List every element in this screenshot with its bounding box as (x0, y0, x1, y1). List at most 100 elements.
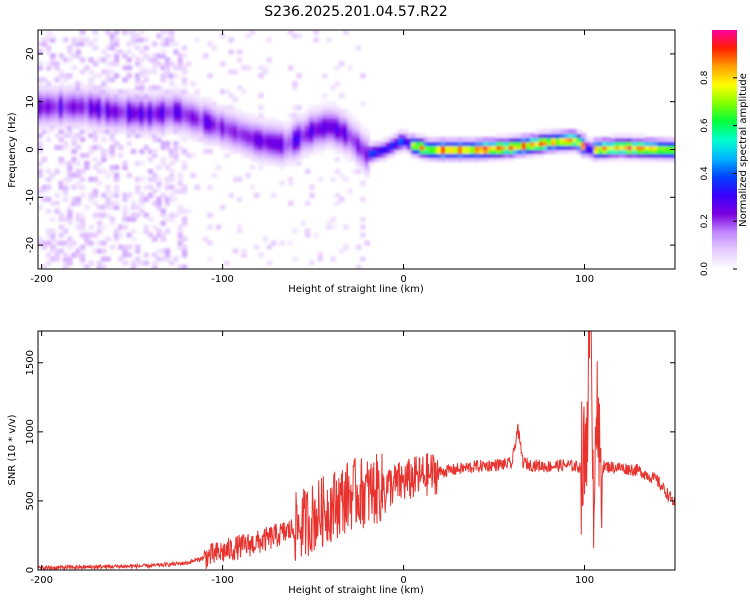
spectrogram-cell (258, 140, 264, 147)
spectrogram-cell (109, 113, 116, 119)
spectrogram-cell (96, 144, 103, 151)
spectrogram-cell (96, 220, 103, 226)
spectrogram-cell (45, 168, 52, 174)
spectrogram-cell (321, 132, 328, 139)
spectrogram-cell (623, 148, 629, 155)
spectrogram-cell (109, 204, 116, 210)
spectrogram-cell (568, 136, 574, 143)
spectrogram-cell (338, 113, 345, 119)
spectrogram-cell (169, 216, 175, 222)
spectrogram-cell (313, 121, 319, 127)
spectrogram-cell (156, 128, 162, 135)
spectrogram-cell (156, 105, 162, 111)
spectrogram-cell (309, 132, 315, 139)
spectrogram-cell (355, 144, 362, 151)
spectrogram-cell (317, 113, 324, 119)
spectrogram-cell (50, 228, 56, 234)
spectrogram-cell (50, 125, 56, 131)
spectrogram-cell (194, 37, 200, 43)
spectrogram-cell (445, 148, 451, 155)
spectrogram-cell (113, 73, 120, 79)
spectrogram-cell (54, 89, 60, 95)
spectrogram-cell (580, 144, 587, 151)
spectrogram-cell (160, 49, 166, 55)
spectrogram-cell (126, 192, 133, 198)
spectrogram-cell (92, 117, 99, 123)
spectrogram-cell (279, 125, 285, 131)
spectrogram-cell (593, 136, 600, 143)
spectrogram-cell (96, 240, 103, 246)
spectrogram-cell (474, 156, 481, 163)
spectrogram-cell (287, 240, 294, 246)
spectrogram-cell (270, 192, 277, 198)
spectrogram-cell (122, 121, 128, 127)
spectrogram-cell (181, 148, 188, 155)
spectrogram-cell (496, 136, 502, 143)
spectrogram-cell (38, 81, 43, 87)
spectrogram-cell (67, 240, 73, 246)
spectrogram-cell (71, 140, 77, 147)
spectrogram-cell (67, 49, 73, 55)
spectrogram-cell (232, 176, 239, 182)
spectrogram-cell (343, 140, 349, 147)
spectrogram-cell (126, 30, 133, 35)
spectrogram-cell (648, 156, 655, 163)
spectrogram-cell (79, 252, 86, 258)
spectrogram-cell (109, 117, 116, 123)
spectrogram-cell (38, 172, 43, 178)
spectrogram-cell (101, 204, 107, 210)
spectrogram-cell (534, 148, 540, 155)
spectrogram-cell (152, 128, 158, 135)
spectrogram-cell (45, 65, 52, 71)
spectrogram-cell (538, 148, 544, 155)
spectrogram-cell (79, 216, 86, 222)
spectrogram-cell (139, 148, 145, 155)
spectrogram-cell (143, 260, 150, 266)
spectrogram-cell (126, 232, 133, 238)
spectrogram-cell (181, 164, 188, 171)
spectrogram-cell (101, 121, 107, 127)
spectrogram-cell (330, 144, 336, 151)
spectrogram-cell (636, 136, 642, 143)
spectrogram-cell (283, 125, 290, 131)
spectrogram-cell (41, 85, 48, 91)
spectrogram-cell (67, 216, 73, 222)
spectrogram-cell (75, 248, 82, 254)
spectrogram-cell (181, 109, 188, 115)
spectrogram-cell (38, 101, 43, 107)
spectrogram-cell (428, 152, 434, 159)
spectrogram-cell (186, 128, 192, 135)
spectrogram-cell (143, 93, 150, 99)
spectrogram-cell (466, 136, 472, 143)
spectrogram-cell (135, 117, 141, 123)
spectrogram-cell (198, 136, 205, 143)
spectrogram-cell (88, 121, 94, 127)
spectrogram-cell (62, 144, 69, 151)
spectrogram-cell (62, 196, 69, 202)
spectrogram-cell (496, 156, 502, 163)
spectrogram-cell (614, 140, 621, 147)
spectrogram-cell (79, 97, 86, 103)
spectrogram-cell (198, 128, 205, 135)
spectrogram-cell (75, 53, 82, 59)
spectrogram-cell (236, 136, 243, 143)
spectrogram-cell (347, 65, 353, 71)
spectrogram-cell (177, 105, 183, 111)
spectrogram-cell (143, 144, 150, 151)
spectrogram-cell (292, 105, 298, 111)
spectrogram-cell (423, 152, 430, 159)
spectrogram-cell (665, 144, 672, 151)
spectrogram-cell (236, 49, 243, 55)
spectrogram-cell (190, 132, 196, 139)
spectrogram-cell (54, 192, 60, 198)
spectrogram-cell (45, 117, 52, 123)
spectrogram-cell (360, 164, 366, 171)
spectrogram-cell (164, 180, 171, 186)
spectrogram-cell (338, 140, 345, 147)
spectrogram-cell (54, 256, 60, 262)
spectrogram-cell (491, 148, 498, 155)
spectrogram-cell (602, 140, 608, 147)
spectrogram-cell (41, 240, 48, 246)
spectrogram-cell (156, 232, 162, 238)
spectrogram-cell (41, 117, 48, 123)
